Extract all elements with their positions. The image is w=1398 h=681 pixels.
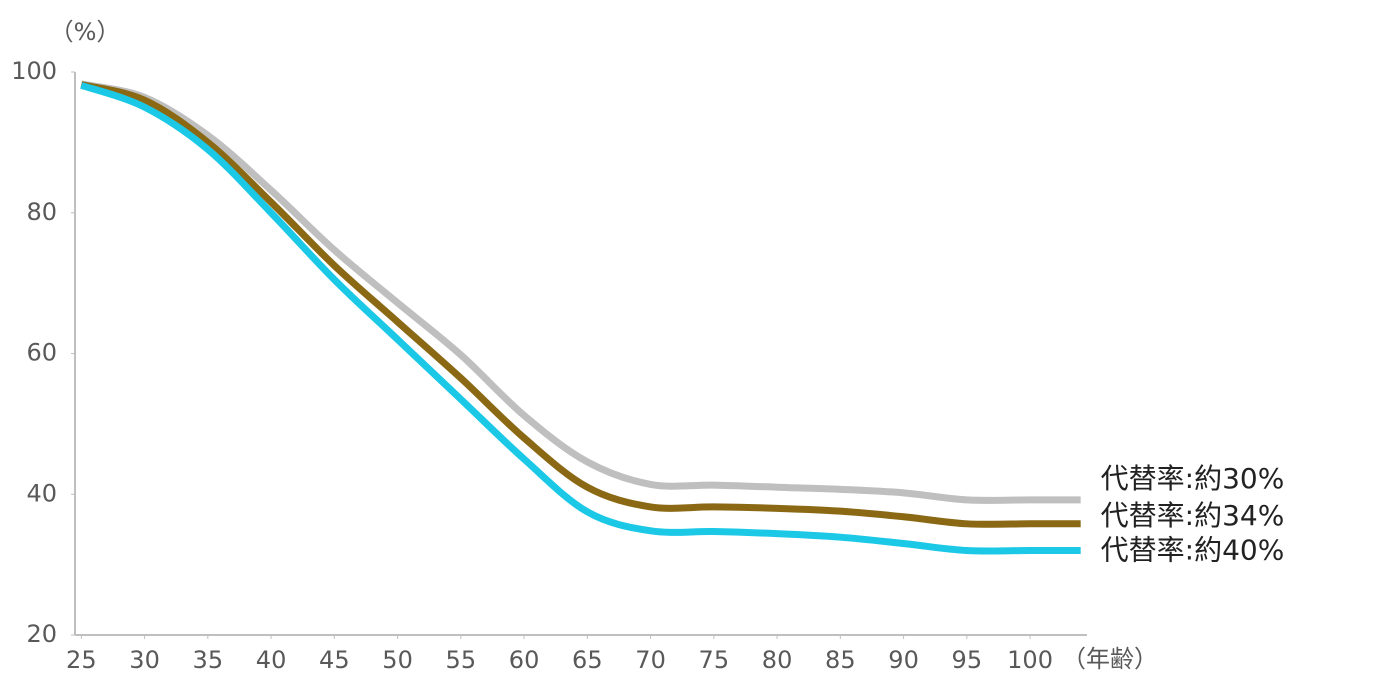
series-label: 代替率:約40% [1101, 534, 1285, 567]
series-label: 代替率:約30% [1101, 462, 1285, 495]
x-tick-label: 90 [888, 646, 919, 674]
x-tick-label: 60 [509, 646, 540, 674]
x-tick-label: 85 [825, 646, 856, 674]
y-unit: （%） [50, 18, 121, 46]
x-tick-label: 95 [952, 646, 983, 674]
x-tick-label: 80 [762, 646, 793, 674]
x-tick-label: 25 [66, 646, 97, 674]
y-tick-label: 100 [11, 57, 57, 85]
x-tick-label: 35 [193, 646, 224, 674]
x-tick-label: 50 [382, 646, 413, 674]
series-label: 代替率:約34% [1101, 499, 1285, 532]
x-unit: （年齢） [1062, 645, 1158, 673]
x-tick-label: 65 [572, 646, 603, 674]
x-tick-label: 100 [1007, 646, 1053, 674]
x-tick-label: 30 [129, 646, 160, 674]
series-line [80, 80, 1081, 504]
series-line [80, 82, 1081, 555]
y-tick-label: 60 [26, 339, 57, 367]
series-line [80, 81, 1081, 528]
x-tick-label: 70 [635, 646, 666, 674]
x-tick-label: 45 [319, 646, 350, 674]
y-tick-label: 40 [26, 479, 57, 507]
x-tick-label: 75 [699, 646, 730, 674]
y-tick-label: 20 [26, 620, 57, 648]
y-tick-label: 80 [26, 198, 57, 226]
x-tick-label: 55 [446, 646, 477, 674]
x-tick-label: 40 [256, 646, 287, 674]
